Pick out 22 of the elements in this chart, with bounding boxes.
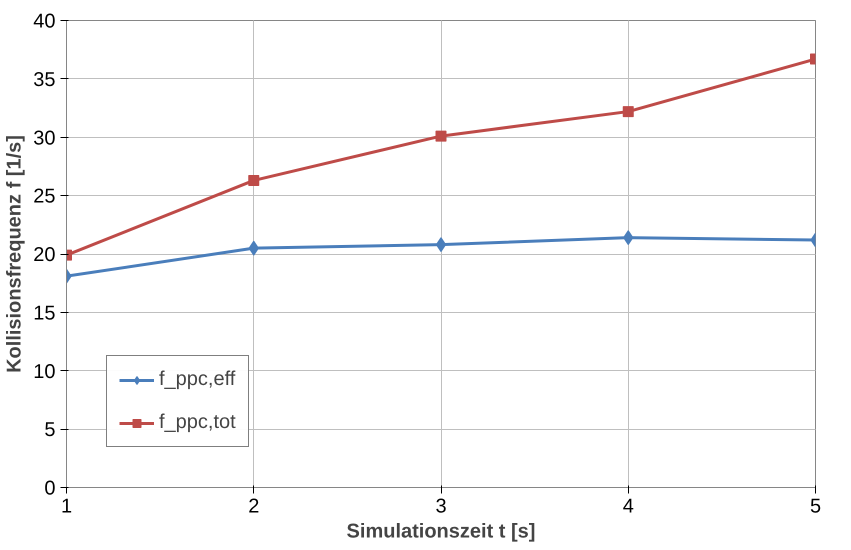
point (436, 237, 446, 252)
x-tick-label: 3 (435, 496, 447, 518)
y-tick-label: 10 (33, 360, 56, 383)
legend-label: f_ppc,eff (159, 368, 236, 391)
y-axis-title: Kollisionsfrequenz f [1/s] (3, 135, 26, 373)
y-tick-label: 20 (33, 244, 56, 266)
x-tick-label: 1 (60, 496, 72, 518)
legend-label: f_ppc,tot (159, 411, 236, 434)
y-tick-label: 0 (44, 478, 56, 500)
x-axis-title: Simulationszeit t [s] (346, 520, 536, 542)
y-tick-label: 30 (33, 127, 56, 150)
point (622, 106, 634, 118)
y-tick-label: 40 (33, 10, 56, 32)
y-tick-label: 15 (33, 302, 56, 324)
point (248, 174, 260, 186)
point (436, 130, 446, 142)
y-tick-label: 5 (44, 419, 56, 442)
x-tick-label: 5 (810, 496, 822, 518)
x-tick-label: 4 (622, 496, 634, 518)
y-tick-label: 25 (33, 186, 56, 208)
y-tick-label: 35 (33, 68, 56, 91)
x-tick-label: 2 (248, 496, 260, 518)
